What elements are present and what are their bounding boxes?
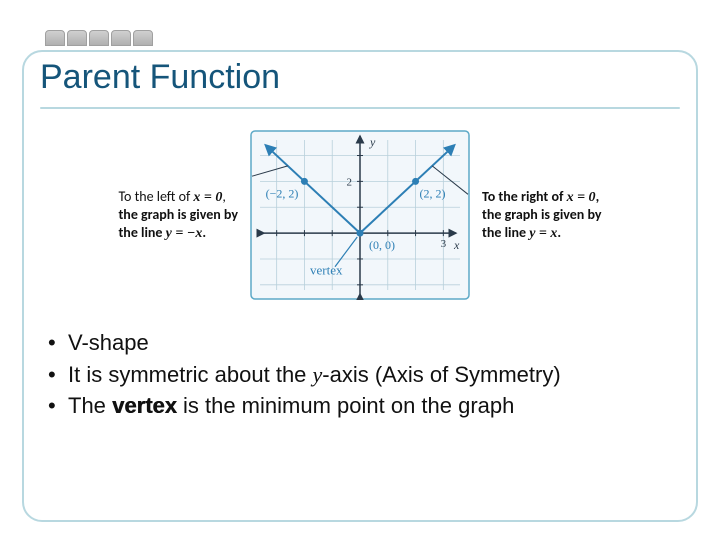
annot-text: , xyxy=(596,188,600,205)
tab-deco xyxy=(89,30,109,46)
bullet-item: V-shape xyxy=(68,328,680,358)
tab-deco xyxy=(45,30,65,46)
slide-title: Parent Function xyxy=(40,58,680,103)
bullet-list: V-shape It is symmetric about the y-axis… xyxy=(40,328,680,421)
bullet-text: is the minimum point on the graph xyxy=(177,393,515,418)
svg-text:3: 3 xyxy=(441,238,447,250)
annot-math: x = 0 xyxy=(193,190,222,205)
annot-text: the line xyxy=(482,224,529,241)
annot-text: the graph is given by xyxy=(118,206,238,223)
annot-math: x = 0 xyxy=(567,190,596,205)
right-annotation: To the right of x = 0, the graph is give… xyxy=(482,188,602,243)
svg-text:(−2, 2): (−2, 2) xyxy=(266,186,299,200)
title-area: Parent Function xyxy=(40,58,680,109)
annot-text: . xyxy=(202,224,206,241)
figure-row: To the left of x = 0, the graph is given… xyxy=(40,130,680,300)
svg-text:(2, 2): (2, 2) xyxy=(420,186,446,200)
bullet-text: V-shape xyxy=(68,330,149,355)
bullet-text: It is symmetric about the xyxy=(68,362,313,387)
abs-value-chart: (−2, 2) (0, 0) (2, 2) y x 2 3 vertex xyxy=(250,130,470,300)
bullet-strong: vertex xyxy=(112,393,177,418)
bullet-text: The xyxy=(68,393,112,418)
bullet-item: It is symmetric about the y-axis (Axis o… xyxy=(68,360,680,390)
title-underline xyxy=(40,107,680,109)
tab-deco xyxy=(67,30,87,46)
tab-deco xyxy=(111,30,131,46)
svg-text:(0, 0): (0, 0) xyxy=(369,238,395,252)
svg-text:x: x xyxy=(453,238,460,252)
annot-math: y = −x xyxy=(166,226,203,241)
bullet-text: -axis (Axis of Symmetry) xyxy=(322,362,560,387)
annot-math: y = x xyxy=(529,226,557,241)
content-area: To the left of x = 0, the graph is given… xyxy=(40,130,680,423)
decorative-tabs xyxy=(45,30,153,46)
annot-text: the line xyxy=(118,224,165,241)
annot-text: . xyxy=(557,224,561,241)
svg-text:vertex: vertex xyxy=(310,262,343,277)
annot-text: To the left of xyxy=(118,188,193,205)
annot-text: To the right of xyxy=(482,188,567,205)
bullet-item: The vertex is the minimum point on the g… xyxy=(68,391,680,421)
annot-text: , xyxy=(222,188,226,205)
tab-deco xyxy=(133,30,153,46)
left-annotation: To the left of x = 0, the graph is given… xyxy=(118,188,238,243)
svg-text:y: y xyxy=(369,135,376,149)
annot-text: the graph is given by xyxy=(482,206,602,223)
svg-text:2: 2 xyxy=(347,176,353,188)
bullet-italic: y xyxy=(313,362,323,387)
